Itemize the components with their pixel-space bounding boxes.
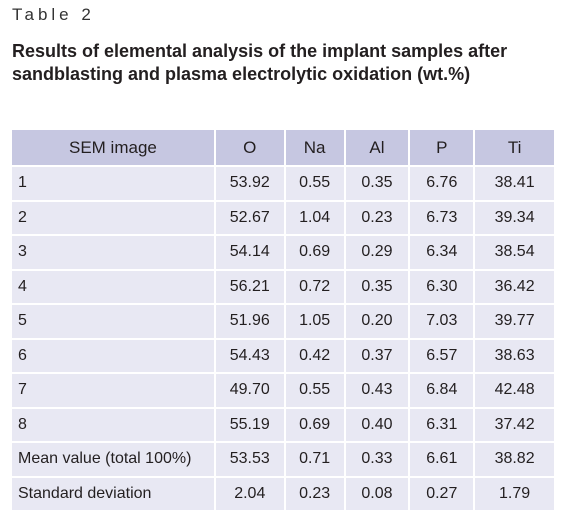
table-cell: 0.72 <box>283 268 346 305</box>
table-cell: 49.70 <box>213 372 286 409</box>
table-cell: 0.69 <box>283 234 346 271</box>
table-cell: 0.33 <box>343 441 411 478</box>
table-cell: 1.04 <box>283 199 346 236</box>
header-row: SEM image O Na Al P Ti <box>10 128 556 167</box>
row-label: 4 <box>10 268 216 305</box>
table-cell: 0.23 <box>343 199 411 236</box>
table-cell: 0.43 <box>343 372 411 409</box>
table-cell: 0.23 <box>283 475 346 512</box>
table-cell: 54.14 <box>213 234 286 271</box>
row-label: 3 <box>10 234 216 271</box>
table-cell: 55.19 <box>213 406 286 443</box>
table-row: Standard deviation 2.04 0.23 0.08 0.27 1.79 <box>10 475 556 512</box>
table-cell: 6.84 <box>408 372 476 409</box>
table-cell: 6.30 <box>408 268 476 305</box>
table-cell: 38.82 <box>473 441 556 478</box>
table-cell: 0.55 <box>283 372 346 409</box>
row-label: 5 <box>10 303 216 340</box>
table-cell: 56.21 <box>213 268 286 305</box>
table-row: 3 54.14 0.69 0.29 6.34 38.54 <box>10 234 556 271</box>
table-cell: 39.77 <box>473 303 556 340</box>
table-cell: 51.96 <box>213 303 286 340</box>
table-cell: 0.37 <box>343 337 411 374</box>
table-cell: 36.42 <box>473 268 556 305</box>
table-cell: 6.76 <box>408 165 476 202</box>
table-cell: 0.40 <box>343 406 411 443</box>
data-table: SEM image O Na Al P Ti 1 53.92 0.55 0.35 6.76 38.4… <box>10 128 556 512</box>
table-title: Results of elemental analysis of the imp… <box>12 41 508 84</box>
table-cell: 2.04 <box>213 475 286 512</box>
table-row: 4 56.21 0.72 0.35 6.30 36.42 <box>10 268 556 305</box>
row-label: 7 <box>10 372 216 409</box>
table-cell: 53.53 <box>213 441 286 478</box>
table-label: Table 2 <box>12 5 95 24</box>
table-cell: 53.92 <box>213 165 286 202</box>
table-cell: 39.34 <box>473 199 556 236</box>
header-cell: Na <box>283 128 346 167</box>
table-cell: 42.48 <box>473 372 556 409</box>
row-label: 1 <box>10 165 216 202</box>
table-cell: 0.35 <box>343 268 411 305</box>
table-cell: 0.71 <box>283 441 346 478</box>
table-cell: 54.43 <box>213 337 286 374</box>
table-cell: 6.34 <box>408 234 476 271</box>
header-cell: P <box>408 128 476 167</box>
row-label: 8 <box>10 406 216 443</box>
header-cell: SEM image <box>10 128 216 167</box>
table-cell: 52.67 <box>213 199 286 236</box>
table-cell: 6.31 <box>408 406 476 443</box>
table-row: 1 53.92 0.55 0.35 6.76 38.41 <box>10 165 556 202</box>
table-cell: 6.73 <box>408 199 476 236</box>
table-row: 6 54.43 0.42 0.37 6.57 38.63 <box>10 337 556 374</box>
table-cell: 1.79 <box>473 475 556 512</box>
table-cell: 38.54 <box>473 234 556 271</box>
table-cell: 37.42 <box>473 406 556 443</box>
table-cell: 0.08 <box>343 475 411 512</box>
table-cell: 38.63 <box>473 337 556 374</box>
table-cell: 0.27 <box>408 475 476 512</box>
table-cell: 6.57 <box>408 337 476 374</box>
header-cell: O <box>213 128 286 167</box>
table-cell: 38.41 <box>473 165 556 202</box>
row-label: Standard deviation <box>10 475 216 512</box>
row-label: 2 <box>10 199 216 236</box>
table-body: 1 53.92 0.55 0.35 6.76 38.41 2 52.67 1.04 0.23 6.7… <box>10 165 556 512</box>
table-cell: 0.35 <box>343 165 411 202</box>
row-label: Mean value (total 100%) <box>10 441 216 478</box>
table-row: Mean value (total 100%) 53.53 0.71 0.33 6.61… <box>10 441 556 478</box>
table-row: 2 52.67 1.04 0.23 6.73 39.34 <box>10 199 556 236</box>
table-row: 5 51.96 1.05 0.20 7.03 39.77 <box>10 303 556 340</box>
table-cell: 6.61 <box>408 441 476 478</box>
table-cell: 1.05 <box>283 303 346 340</box>
header-cell: Al <box>343 128 411 167</box>
header-cell: Ti <box>473 128 556 167</box>
table-cell: 0.42 <box>283 337 346 374</box>
table-cell: 0.69 <box>283 406 346 443</box>
table-cell: 0.20 <box>343 303 411 340</box>
table-cell: 7.03 <box>408 303 476 340</box>
row-label: 6 <box>10 337 216 374</box>
table-cell: 0.55 <box>283 165 346 202</box>
table-row: 8 55.19 0.69 0.40 6.31 37.42 <box>10 406 556 443</box>
table-row: 7 49.70 0.55 0.43 6.84 42.48 <box>10 372 556 409</box>
table-cell: 0.29 <box>343 234 411 271</box>
